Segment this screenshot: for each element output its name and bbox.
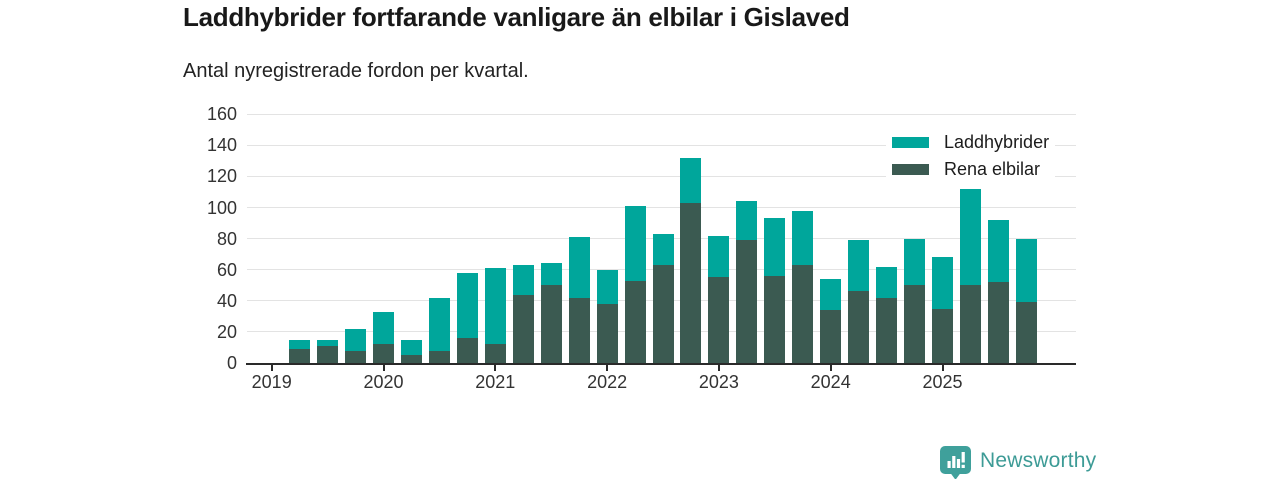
- bar-2021-Q4-rena-elbilar: [568, 297, 590, 363]
- chart-legend: Laddhybrider Rena elbilar: [886, 127, 1056, 187]
- y-axis-label-80: 80: [216, 228, 237, 249]
- chart-subtitle: Antal nyregistrerade fordon per kvartal.: [183, 60, 529, 82]
- bar-2023-Q1-rena-elbilar: [708, 277, 730, 363]
- bar-2020-Q1-laddhybrider: [373, 311, 394, 345]
- x-axis-label-2019: 2019: [251, 372, 292, 392]
- x-axis-tick-2021: [494, 365, 497, 371]
- y-axis-label-0: 0: [226, 353, 237, 373]
- x-axis-tick-2024: [829, 365, 832, 371]
- y-axis-label-140: 140: [206, 135, 237, 156]
- bar-2019-Q2-laddhybrider: [289, 339, 311, 349]
- bar-2025-Q4-rena-elbilar: [1015, 302, 1037, 363]
- legend-label-laddhybrider: Laddhybrider: [944, 132, 1050, 152]
- y-axis-label-160: 160: [206, 104, 237, 125]
- x-axis-tick-2019: [270, 365, 273, 371]
- bar-2023-Q1-laddhybrider: [708, 235, 730, 278]
- bar-2022-Q4-laddhybrider: [680, 157, 702, 203]
- bar-2020-Q4-laddhybrider: [456, 272, 478, 339]
- chart-title: Laddhybrider fortfarande vanligare än el…: [183, 2, 850, 32]
- x-axis-label-2025: 2025: [922, 372, 963, 392]
- bar-2023-Q4-rena-elbilar: [792, 265, 814, 363]
- legend-item-laddhybrider: Laddhybrider: [892, 129, 1049, 156]
- bar-2023-Q2-laddhybrider: [736, 201, 758, 241]
- x-axis-tick-2022: [606, 365, 609, 371]
- bar-2024-Q1-laddhybrider: [820, 279, 842, 311]
- bar-2019-Q4-rena-elbilar: [345, 350, 367, 363]
- bar-2020-Q3-laddhybrider: [428, 297, 450, 351]
- bar-2025-Q3-laddhybrider: [987, 219, 1009, 283]
- y-axis-label-40: 40: [216, 290, 237, 311]
- bar-2024-Q2-laddhybrider: [848, 240, 870, 292]
- bar-2022-Q4-rena-elbilar: [680, 202, 702, 363]
- bar-2021-Q1-laddhybrider: [484, 268, 506, 345]
- gridline-100: [247, 207, 1076, 209]
- bar-2019-Q2-rena-elbilar: [289, 349, 311, 363]
- newsworthy-brand-link[interactable]: Newsworthy: [939, 445, 1096, 479]
- bar-2024-Q3-rena-elbilar: [876, 297, 898, 363]
- bar-2024-Q2-rena-elbilar: [848, 291, 870, 363]
- bar-2023-Q4-laddhybrider: [792, 210, 814, 266]
- bar-2022-Q1-laddhybrider: [596, 269, 618, 304]
- bar-2020-Q4-rena-elbilar: [456, 338, 478, 363]
- y-axis-label-120: 120: [206, 166, 237, 187]
- gridline-120: [247, 175, 1076, 177]
- bar-2019-Q3-laddhybrider: [317, 339, 339, 346]
- bar-2025-Q1-rena-elbilar: [932, 308, 953, 363]
- x-axis-label-2022: 2022: [587, 372, 628, 392]
- x-axis-line: [246, 363, 1076, 365]
- bar-2024-Q3-laddhybrider: [876, 266, 898, 298]
- bar-2023-Q3-rena-elbilar: [764, 275, 786, 363]
- bar-2021-Q2-laddhybrider: [512, 265, 534, 295]
- bar-2020-Q2-laddhybrider: [400, 339, 422, 356]
- bar-2021-Q3-rena-elbilar: [540, 285, 562, 363]
- bar-2020-Q3-rena-elbilar: [428, 350, 450, 363]
- x-axis-label-2023: 2023: [698, 372, 739, 392]
- legend-swatch-rena-elbilar: [892, 164, 929, 175]
- bar-2025-Q4-laddhybrider: [1015, 238, 1037, 303]
- bar-2022-Q2-laddhybrider: [624, 205, 646, 281]
- bar-2024-Q4-rena-elbilar: [904, 285, 926, 363]
- y-axis-label-60: 60: [216, 259, 237, 280]
- bar-2023-Q3-laddhybrider: [764, 218, 786, 276]
- bar-2025-Q1-laddhybrider: [932, 257, 953, 309]
- y-axis-label-20: 20: [216, 321, 237, 342]
- bar-2019-Q4-laddhybrider: [345, 328, 367, 351]
- bar-2022-Q1-rena-elbilar: [596, 303, 618, 363]
- x-axis-tick-2020: [382, 365, 385, 371]
- bar-2021-Q4-laddhybrider: [568, 237, 590, 298]
- gridline-140: [247, 144, 1076, 146]
- legend-item-rena-elbilar: Rena elbilar: [892, 156, 1049, 183]
- newsworthy-logo-icon: [940, 446, 971, 479]
- bar-2022-Q3-rena-elbilar: [652, 265, 674, 363]
- bar-2022-Q3-laddhybrider: [652, 233, 674, 266]
- bar-2020-Q1-rena-elbilar: [373, 344, 394, 363]
- bar-2025-Q3-rena-elbilar: [987, 282, 1009, 363]
- legend-label-rena-elbilar: Rena elbilar: [944, 159, 1041, 179]
- x-axis-tick-2025: [941, 365, 944, 371]
- x-axis-tick-2023: [717, 365, 720, 371]
- x-axis-label-2020: 2020: [363, 372, 404, 392]
- bar-2024-Q1-rena-elbilar: [820, 310, 842, 363]
- gridline-160: [247, 113, 1076, 115]
- y-axis-label-100: 100: [206, 197, 237, 218]
- bar-2021-Q2-rena-elbilar: [512, 294, 534, 363]
- bar-2019-Q3-rena-elbilar: [317, 345, 339, 363]
- x-axis-label-2021: 2021: [475, 372, 516, 392]
- bar-2024-Q4-laddhybrider: [904, 238, 926, 286]
- bar-2021-Q1-rena-elbilar: [484, 344, 506, 363]
- x-axis-label-2024: 2024: [810, 372, 851, 392]
- newsworthy-brand-text: Newsworthy: [980, 448, 1097, 472]
- bar-2020-Q2-rena-elbilar: [400, 355, 422, 363]
- bar-2023-Q2-rena-elbilar: [736, 240, 758, 363]
- bar-2021-Q3-laddhybrider: [540, 263, 562, 286]
- bar-2025-Q2-rena-elbilar: [959, 285, 981, 363]
- bar-2025-Q2-laddhybrider: [959, 188, 981, 286]
- bar-2022-Q2-rena-elbilar: [624, 280, 646, 363]
- legend-swatch-laddhybrider: [892, 137, 929, 148]
